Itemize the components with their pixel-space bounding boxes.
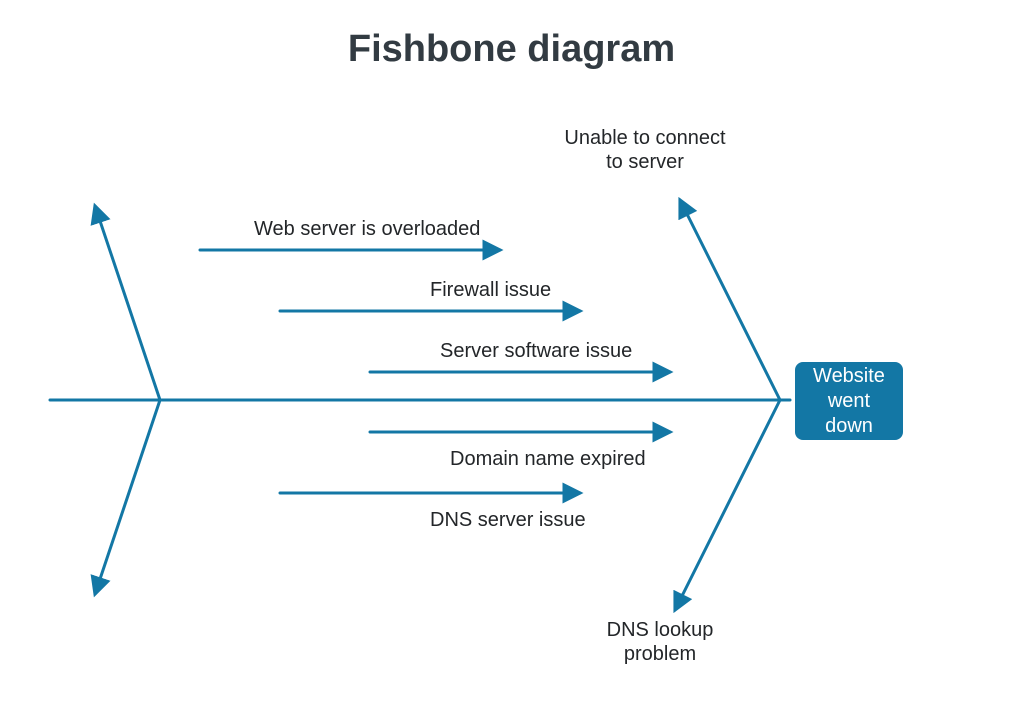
cause-label-server-software-issue: Server software issue [440,340,632,363]
cause-label-firewall-issue: Firewall issue [430,279,551,302]
branch-dns-lookup-problem [675,400,780,610]
effect-label: Websitewentdown [813,364,885,439]
cause-label-web-server-overloaded: Web server is overloaded [254,218,480,241]
tail-rib-1 [95,400,160,594]
cause-label-dns-server-issue: DNS server issue [430,509,586,532]
cause-label-domain-name-expired: Domain name expired [450,448,646,471]
tail-rib-0 [95,206,160,400]
branch-unable-to-connect [680,200,780,400]
effect-box: Websitewentdown [795,362,903,440]
branch-label-unable-to-connect: Unable to connectto server [545,126,745,174]
branch-label-dns-lookup-problem: DNS lookupproblem [580,618,740,666]
